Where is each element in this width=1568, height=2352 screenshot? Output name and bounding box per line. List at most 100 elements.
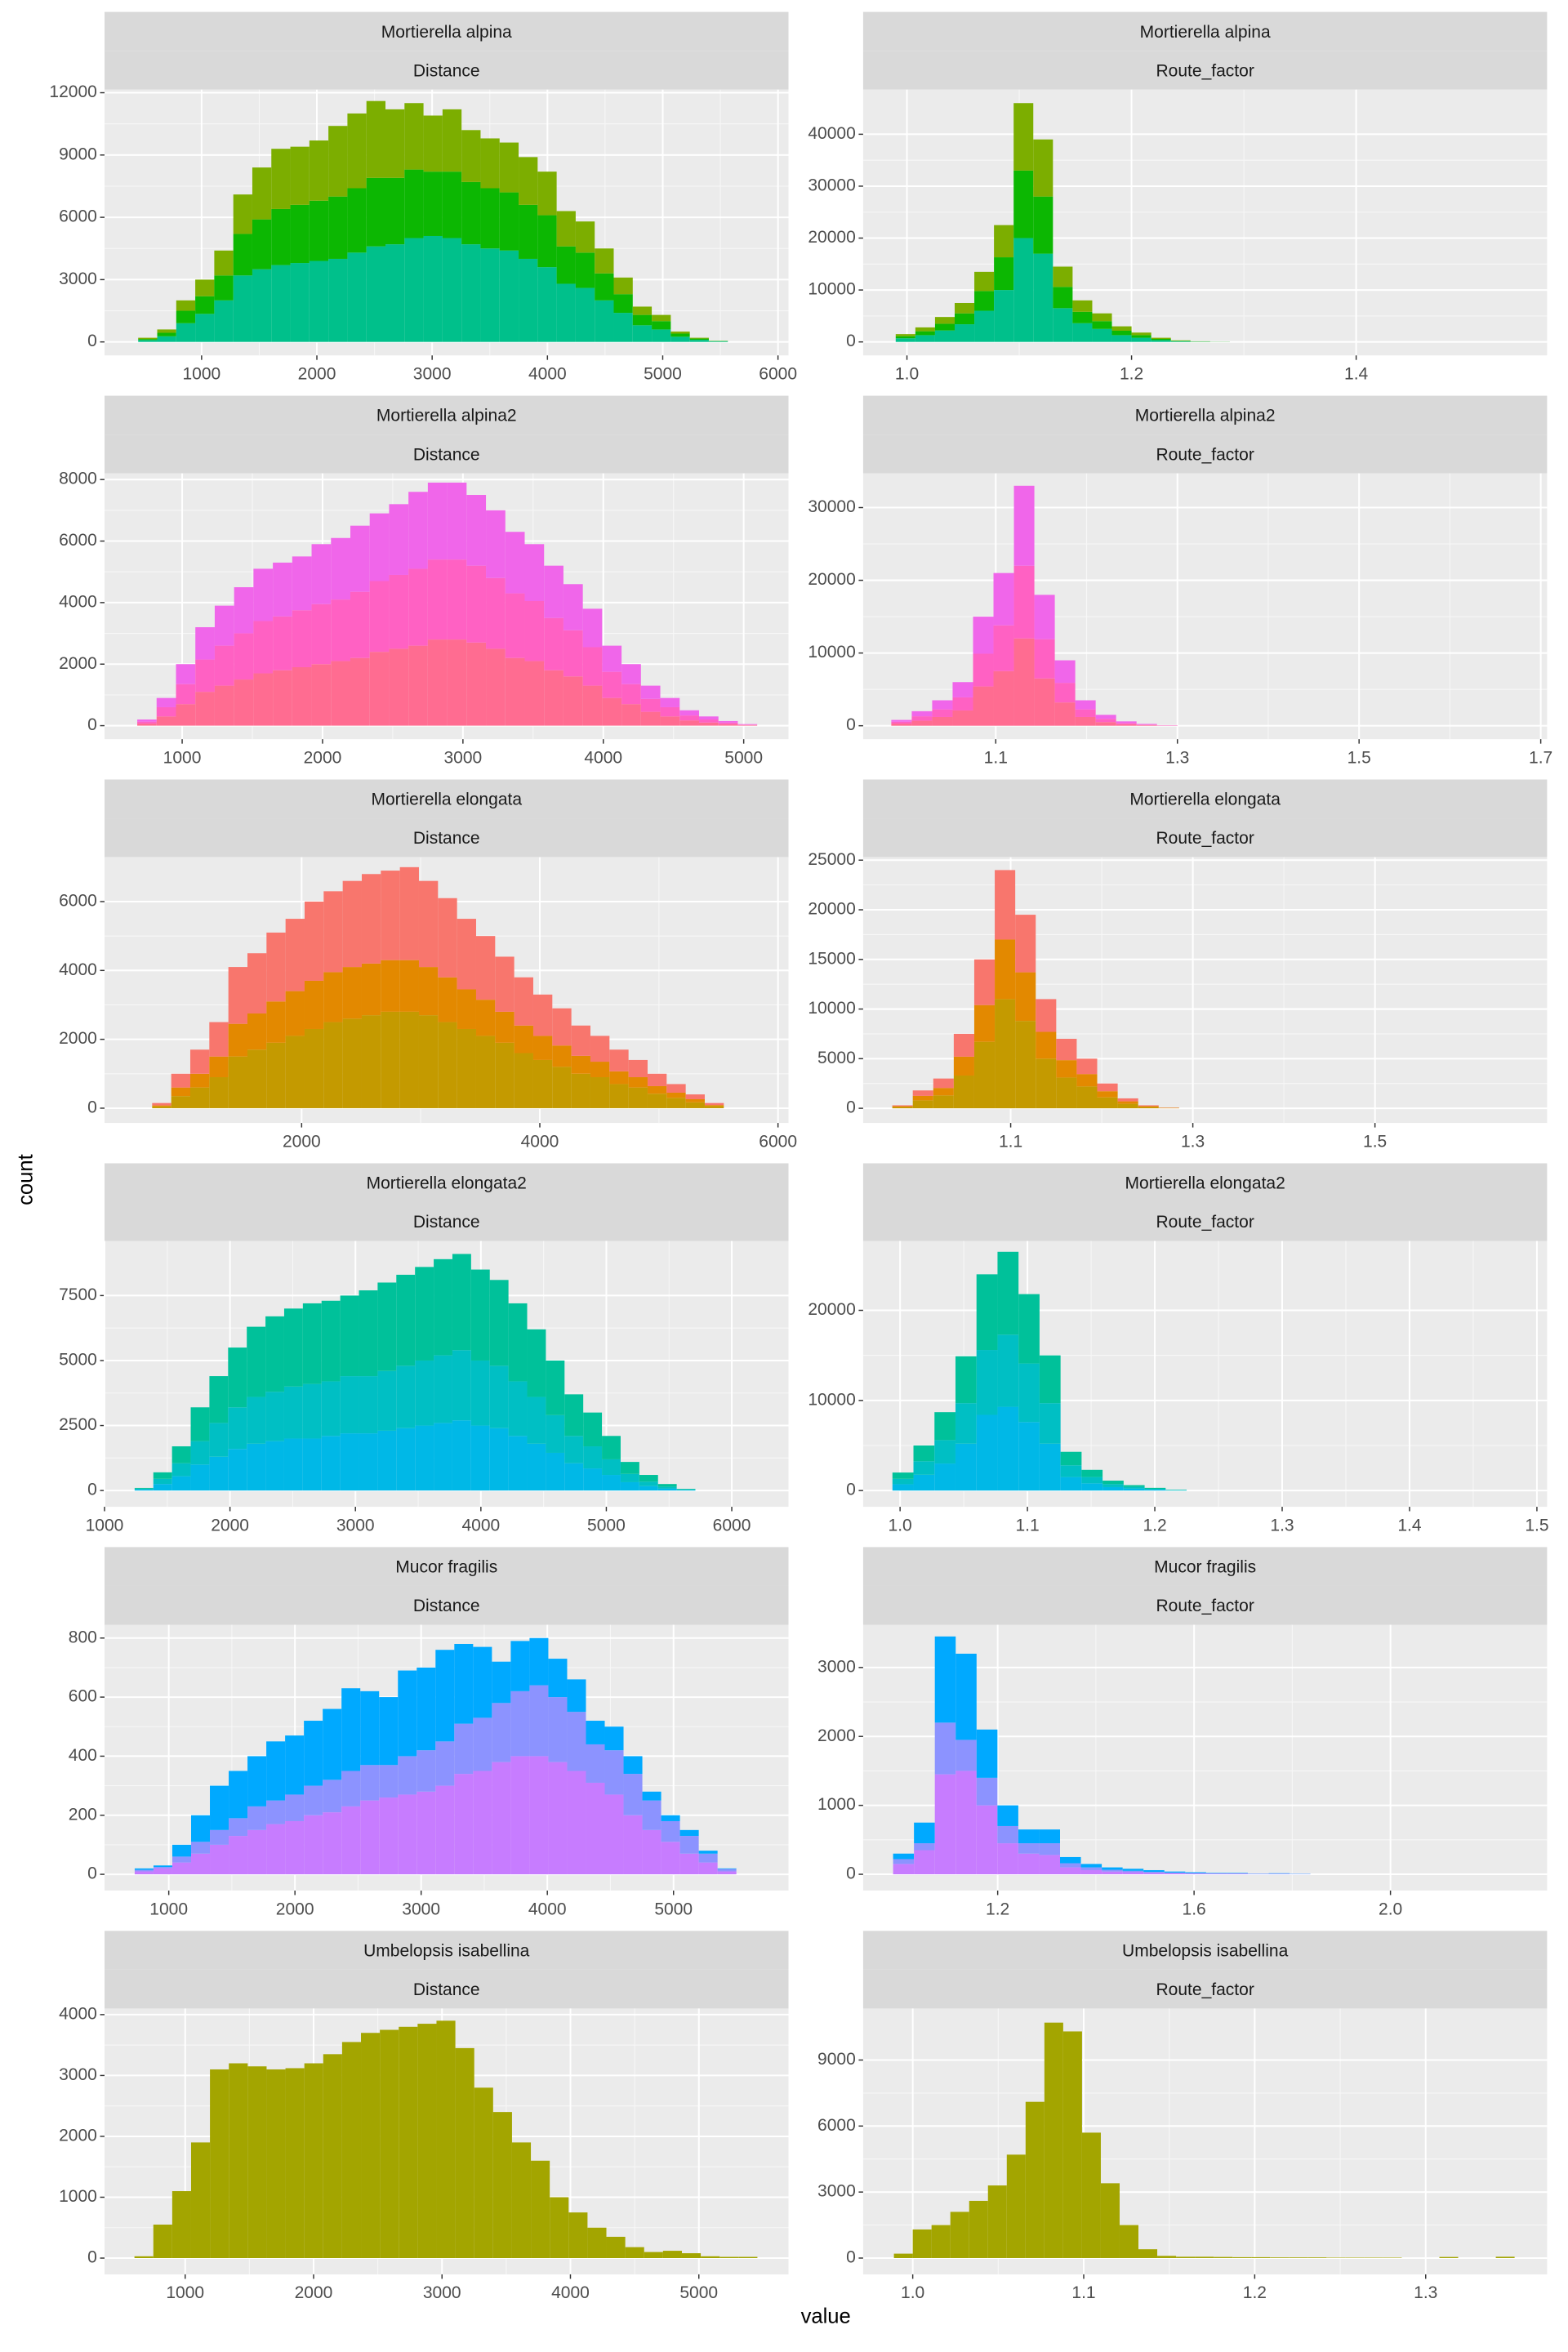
histogram-bar <box>229 2063 248 2259</box>
histogram-bar <box>361 874 381 964</box>
histogram-bar <box>704 1105 724 1107</box>
histogram-bar <box>499 192 519 251</box>
histogram-bar <box>171 1073 190 1088</box>
y-tick-label: 0 <box>87 2248 97 2267</box>
histogram-bar <box>190 1407 210 1441</box>
strip-background <box>105 1931 789 1970</box>
histogram-bar <box>427 482 448 560</box>
histogram-bar <box>195 296 215 314</box>
histogram-bar <box>350 591 370 658</box>
histogram-bar <box>247 1756 267 1806</box>
histogram-bar <box>442 238 462 342</box>
histogram-bar <box>640 698 661 712</box>
histogram-bar <box>647 1085 667 1094</box>
histogram-bar <box>954 302 975 314</box>
histogram-bar <box>1060 1477 1082 1491</box>
histogram-bar <box>1013 638 1035 726</box>
histogram-bar <box>556 211 576 247</box>
histogram-bar <box>385 109 405 178</box>
histogram-bar <box>253 568 274 621</box>
histogram-bar <box>309 140 329 201</box>
y-tick-label: 2000 <box>59 1029 97 1048</box>
histogram-bar <box>385 244 405 342</box>
histogram-bar <box>466 495 487 566</box>
histogram-bar <box>247 1326 266 1397</box>
histogram-bar <box>587 2227 607 2259</box>
histogram-bar <box>1039 1355 1061 1404</box>
histogram-bar <box>934 1412 956 1441</box>
y-tick-label: 1000 <box>59 2187 97 2206</box>
histogram-bar <box>1116 724 1137 726</box>
x-axis-title: value <box>801 2305 851 2328</box>
histogram-bar <box>247 1829 267 1875</box>
histogram-bar <box>997 1406 1019 1491</box>
histogram-bar <box>969 2200 988 2258</box>
histogram-bar <box>1075 700 1096 710</box>
histogram-bar <box>640 685 661 699</box>
y-tick-label: 2000 <box>59 2126 97 2145</box>
histogram-bar <box>480 138 500 189</box>
histogram-bar <box>685 1098 705 1102</box>
strip-label: Mortierella elongata2 <box>1125 1174 1285 1193</box>
histogram-bar <box>956 1653 977 1740</box>
histogram-bar <box>137 719 157 722</box>
histogram-bar <box>195 627 215 660</box>
histogram-bar <box>531 2160 550 2259</box>
histogram-bar <box>304 1721 323 1786</box>
histogram-bar <box>233 275 252 342</box>
histogram-bar <box>955 1403 977 1444</box>
x-tick-label: 1.6 <box>1183 1900 1206 1918</box>
histogram-bar <box>466 642 487 726</box>
histogram-bar <box>997 1825 1018 1844</box>
histogram-bar <box>914 1850 935 1875</box>
histogram-bar <box>524 600 545 662</box>
histogram-bar <box>934 1774 956 1875</box>
histogram-bar <box>666 1098 686 1108</box>
histogram-bar <box>564 1394 584 1437</box>
histogram-bar <box>214 275 234 301</box>
y-tick-label: 400 <box>69 1746 97 1765</box>
histogram-bar <box>976 1414 998 1491</box>
histogram-bar <box>495 1042 514 1108</box>
histogram-bar <box>311 664 332 726</box>
histogram-bar <box>602 1475 621 1491</box>
y-tick-label: 3000 <box>59 270 97 288</box>
histogram-bar <box>285 991 305 1036</box>
histogram-bar <box>567 1679 586 1713</box>
histogram-bar <box>234 633 254 680</box>
histogram-bar <box>499 142 519 193</box>
histogram-bar <box>360 1765 380 1801</box>
histogram-bar <box>568 2212 588 2259</box>
histogram-bar <box>304 1028 324 1108</box>
histogram-bar <box>480 248 500 342</box>
histogram-bar <box>590 1062 610 1078</box>
histogram-bar <box>974 291 995 311</box>
histogram-bar <box>666 1084 686 1093</box>
histogram-bar <box>698 722 719 726</box>
histogram-bar <box>505 657 525 726</box>
histogram-bar <box>229 1836 248 1875</box>
histogram-bar <box>442 109 462 172</box>
histogram-bar <box>266 1001 286 1043</box>
histogram-bar <box>892 1478 914 1485</box>
histogram-bar <box>537 215 557 268</box>
histogram-bar <box>210 1785 229 1830</box>
histogram-bar <box>590 1077 610 1108</box>
histogram-bar <box>389 574 409 649</box>
histogram-bar <box>973 959 996 1005</box>
histogram-bar <box>976 1350 998 1415</box>
histogram-bar <box>1364 2257 1383 2258</box>
histogram-bar <box>304 2063 323 2259</box>
histogram-bar <box>953 1033 974 1057</box>
histogram-bar <box>285 1820 305 1875</box>
histogram-bar <box>457 1028 476 1108</box>
histogram-bar <box>657 1484 677 1487</box>
histogram-bar <box>679 1829 699 1837</box>
histogram-bar <box>661 1842 680 1875</box>
histogram-bar <box>628 1059 648 1078</box>
histogram-bar <box>427 639 448 726</box>
histogram-bar <box>620 1481 639 1491</box>
histogram-bar <box>417 2024 437 2259</box>
histogram-bar <box>1018 1843 1040 1854</box>
histogram-bar <box>396 1274 416 1366</box>
